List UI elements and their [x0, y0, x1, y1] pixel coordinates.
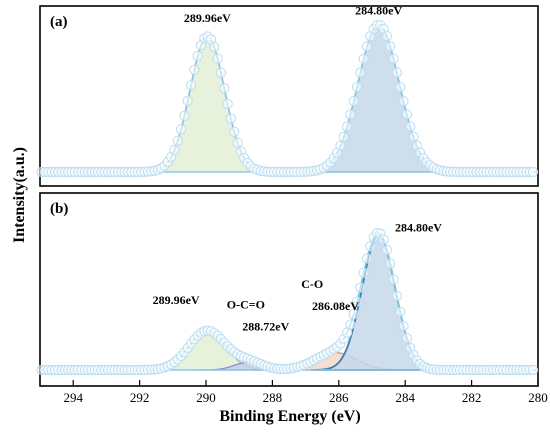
raw-data-point	[378, 234, 389, 245]
raw-data-point	[351, 81, 363, 93]
panel-a: (a) 289.96eV 284.80eV	[36, 3, 539, 187]
raw-data-point	[361, 253, 373, 264]
raw-data-point	[222, 98, 233, 110]
raw-data-point	[172, 135, 183, 146]
y-axis-title: Intensity(a.u.)	[11, 147, 28, 243]
x-tick-label: 286	[329, 390, 349, 405]
raw-data-point	[361, 41, 373, 52]
raw-data-point	[388, 53, 399, 64]
raw-data-point	[345, 319, 356, 330]
raw-data-point	[381, 31, 393, 42]
raw-data-point	[365, 241, 376, 252]
x-tick-label: 288	[263, 390, 283, 405]
raw-data-point	[355, 282, 366, 293]
peak-annotation-2: 284.80eV	[355, 3, 402, 17]
x-tick-label: 292	[130, 390, 150, 405]
peak-annotation-6: 284.80eV	[395, 221, 442, 235]
raw-data-point	[192, 50, 203, 62]
raw-data-point	[355, 67, 366, 78]
raw-data-point	[348, 308, 359, 320]
raw-data-point	[185, 79, 197, 91]
raw-data-point	[215, 67, 227, 78]
raw-data-point	[219, 83, 230, 94]
raw-data-point	[391, 290, 402, 302]
peak-annotation-1: 289.96eV	[184, 11, 231, 25]
raw-data-point	[335, 140, 346, 151]
raw-data-point	[232, 137, 243, 148]
panel-label: (a)	[50, 14, 68, 30]
raw-data-point	[408, 131, 419, 142]
raw-data-point	[345, 109, 356, 120]
panel-b: (b) 289.96eV O-C=O 288.72eV C-O 286.08eV 284.8…	[36, 192, 539, 387]
raw-data-point	[401, 332, 412, 344]
raw-data-point	[342, 121, 353, 132]
panel-frame	[39, 5, 539, 187]
raw-data-point	[391, 67, 402, 78]
raw-data-point	[209, 42, 220, 53]
raw-data-point	[527, 364, 539, 376]
raw-data-point	[398, 320, 409, 332]
raw-data-point	[358, 267, 369, 278]
component-peak-2	[295, 24, 462, 173]
raw-data-point	[388, 274, 399, 285]
raw-data-point	[229, 126, 240, 137]
peak-annotation-1: 289.96eV	[153, 293, 200, 307]
raw-data-point	[338, 131, 349, 142]
x-axis: 294 292 290 288 286 284 282 280	[63, 380, 548, 405]
raw-data-point	[348, 96, 359, 107]
raw-data-point	[401, 109, 412, 120]
raw-data-point	[176, 124, 187, 135]
x-tick-label: 282	[462, 390, 482, 405]
raw-data-point	[405, 121, 416, 132]
raw-data-point	[182, 95, 193, 106]
raw-data-point	[395, 81, 406, 93]
peak-annotation-5: 286.08eV	[312, 299, 359, 313]
x-tick-label: 280	[528, 390, 548, 405]
raw-data-point	[381, 244, 393, 255]
panel-label: (b)	[50, 201, 68, 217]
peak-annotation-4: C-O	[301, 277, 323, 291]
peak-annotation-2: O-C=O	[227, 298, 265, 312]
component-peak-1	[137, 36, 277, 173]
raw-data-point	[169, 144, 180, 155]
raw-data-point	[179, 110, 190, 121]
x-axis-title: Binding Energy (eV)	[219, 408, 360, 425]
raw-data-point	[189, 64, 200, 75]
raw-data-point	[351, 296, 363, 307]
raw-data-point	[212, 53, 223, 64]
raw-data-point	[385, 41, 396, 52]
raw-data-point	[225, 113, 236, 124]
x-tick-label: 290	[196, 390, 216, 405]
raw-data-point	[358, 53, 369, 64]
panel-frame	[39, 192, 539, 387]
peak-annotation-3: 288.72eV	[242, 320, 289, 334]
x-tick-label: 284	[395, 390, 415, 405]
x-tick-label: 294	[63, 390, 83, 405]
raw-data-point	[398, 96, 409, 107]
fit-envelope	[40, 23, 538, 173]
raw-data-point	[395, 306, 406, 317]
fit-envelope	[40, 231, 538, 371]
raw-data-point	[527, 166, 539, 178]
raw-data-point	[385, 258, 396, 269]
